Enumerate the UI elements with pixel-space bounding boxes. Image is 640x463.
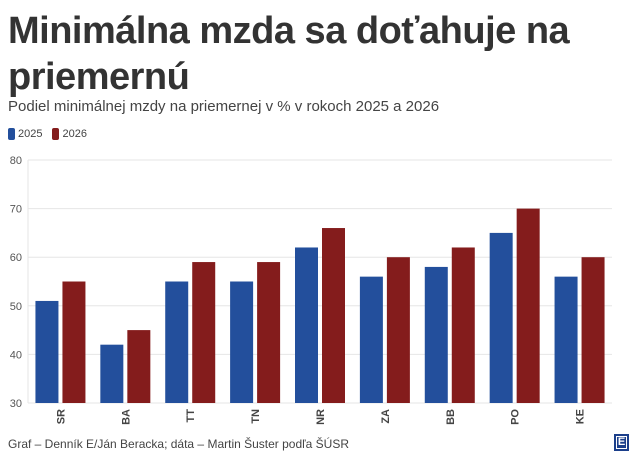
chart-subtitle: Podiel minimálnej mzdy na priemernej v %… xyxy=(8,98,440,115)
bar-KE-2026[interactable] xyxy=(581,257,605,403)
bar-TN-2026[interactable] xyxy=(257,262,281,403)
bar-BA-2025[interactable] xyxy=(100,344,124,403)
x-tick-label: TN xyxy=(250,409,262,424)
bar-KE-2025[interactable] xyxy=(554,276,578,403)
legend-swatch-2025 xyxy=(8,128,15,140)
legend-item-2025[interactable]: 2025 xyxy=(8,128,42,140)
legend-label-2026: 2026 xyxy=(62,128,87,140)
y-tick-label: 60 xyxy=(10,252,22,264)
bar-SR-2026[interactable] xyxy=(62,281,86,404)
y-tick-label: 70 xyxy=(10,204,22,216)
bar-BB-2025[interactable] xyxy=(424,266,448,403)
bar-PO-2025[interactable] xyxy=(489,232,513,403)
bar-ZA-2025[interactable] xyxy=(359,276,383,403)
bar-NR-2026[interactable] xyxy=(322,228,345,403)
legend-swatch-2026 xyxy=(52,128,60,140)
legend: 2025 2026 xyxy=(8,128,87,140)
bar-ZA-2026[interactable] xyxy=(386,257,410,403)
bar-BA-2026[interactable] xyxy=(127,330,151,403)
bars xyxy=(35,208,605,404)
bar-TT-2025[interactable] xyxy=(165,281,189,404)
x-axis-ticks: SR BA TT TN NR ZA BB PO KE xyxy=(55,409,586,425)
y-axis-ticks: 30 40 50 60 70 80 xyxy=(10,155,22,410)
x-tick-label: TT xyxy=(185,409,197,423)
bar-BB-2026[interactable] xyxy=(451,247,475,403)
denník-e-logo[interactable]: E xyxy=(614,434,629,451)
x-tick-label: SR xyxy=(55,409,67,424)
bar-TN-2025[interactable] xyxy=(230,281,254,404)
x-tick-label: ZA xyxy=(380,409,392,424)
y-tick-label: 30 xyxy=(10,398,22,410)
x-tick-label: PO xyxy=(510,409,522,425)
legend-item-2026[interactable]: 2026 xyxy=(52,128,87,140)
bar-TT-2026[interactable] xyxy=(192,262,216,403)
gridlines xyxy=(27,159,612,404)
x-tick-label: BB xyxy=(445,409,457,425)
bar-NR-2025[interactable] xyxy=(295,247,318,403)
source-credit: Graf – Denník E/Ján Beracka; dáta – Mart… xyxy=(8,437,349,451)
bar-SR-2025[interactable] xyxy=(35,300,59,403)
x-tick-label: KE xyxy=(575,409,587,424)
bar-chart: 30 40 50 60 70 80 SR BA TT TN NR ZA BB PO KE xyxy=(10,155,612,425)
logo-glyph: E xyxy=(615,436,628,449)
legend-label-2025: 2025 xyxy=(18,128,43,140)
chart-title: Minimálna mzda sa doťahuje na priemernú xyxy=(8,10,570,98)
y-tick-label: 50 xyxy=(10,301,22,313)
x-tick-label: BA xyxy=(120,409,132,425)
y-tick-label: 40 xyxy=(10,349,22,361)
y-tick-label: 80 xyxy=(10,155,22,167)
x-tick-label: NR xyxy=(315,409,327,425)
bar-PO-2026[interactable] xyxy=(516,208,540,403)
